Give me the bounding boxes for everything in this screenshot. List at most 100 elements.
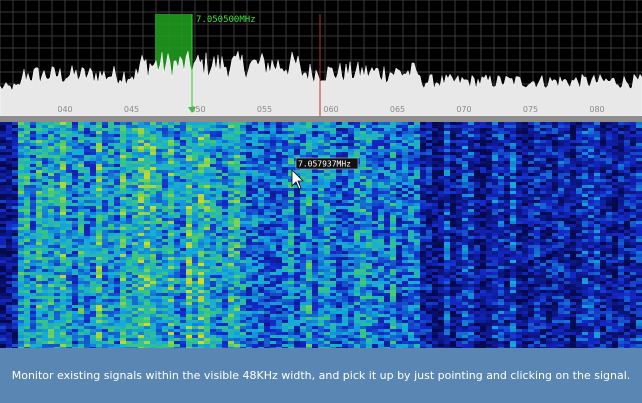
waterfall-cell [78,155,84,158]
waterfall-cell [114,182,120,185]
waterfall-cell [240,161,246,164]
waterfall-cell [600,137,606,140]
waterfall-cell [90,137,96,140]
waterfall-cell [462,191,468,194]
waterfall-cell [246,146,252,149]
waterfall-cell [324,185,330,188]
waterfall-cell [30,155,36,158]
waterfall-cell [36,128,42,131]
waterfall-cell [576,218,582,221]
waterfall-cell [24,188,30,191]
waterfall-cell [570,182,576,185]
waterfall-cell [66,179,72,182]
waterfall-cell [216,122,222,125]
waterfall-cell [270,155,276,158]
waterfall-cell [618,218,624,221]
waterfall-cell [180,251,186,254]
waterfall-cell [138,164,144,167]
waterfall-cell [528,128,534,131]
waterfall-cell [534,239,540,242]
waterfall-cell [384,125,390,128]
waterfall-cell [564,236,570,239]
waterfall-cell [204,191,210,194]
waterfall-cell [552,161,558,164]
waterfall-cell [462,122,468,125]
waterfall-cell [348,155,354,158]
waterfall-cell [504,233,510,236]
waterfall-cell [318,251,324,254]
waterfall-cell [498,224,504,227]
waterfall-cell [426,257,432,260]
waterfall-cell [618,236,624,239]
waterfall-cell [366,248,372,251]
waterfall-cell [276,146,282,149]
waterfall-cell [342,248,348,251]
waterfall-cell [504,191,510,194]
waterfall-cell [288,179,294,182]
waterfall-cell [576,131,582,134]
waterfall-cell [66,230,72,233]
waterfall-cell [426,224,432,227]
waterfall-cell [138,143,144,146]
waterfall-cell [546,131,552,134]
waterfall-cell [30,218,36,221]
waterfall-cell [114,209,120,212]
waterfall-cell [306,122,312,125]
waterfall-cell [12,242,18,245]
waterfall-cell [288,245,294,248]
waterfall-cell [486,206,492,209]
waterfall-cell [222,128,228,131]
waterfall-cell [384,170,390,173]
waterfall-cell [570,218,576,221]
waterfall-cell [312,206,318,209]
waterfall-cell [504,137,510,140]
waterfall-cell [408,239,414,242]
waterfall-cell [132,200,138,203]
waterfall-cell [156,194,162,197]
waterfall-cell [60,146,66,149]
waterfall-cell [270,140,276,143]
waterfall-cell [336,233,342,236]
waterfall-cell [114,248,120,251]
waterfall-cell [258,146,264,149]
waterfall-cell [84,128,90,131]
waterfall-cell [6,209,12,212]
waterfall-cell [42,149,48,152]
waterfall-cell [540,131,546,134]
waterfall-cell [504,227,510,230]
waterfall-cell [396,257,402,260]
waterfall-cell [144,176,150,179]
waterfall-cell [312,215,318,218]
waterfall-cell [480,194,486,197]
waterfall-cell [606,200,612,203]
waterfall-cell [162,170,168,173]
waterfall-cell [510,128,516,131]
waterfall-cell [264,149,270,152]
waterfall-cell [318,218,324,221]
waterfall-cell [150,239,156,242]
waterfall-cell [216,152,222,155]
waterfall-cell [108,161,114,164]
waterfall-cell [132,248,138,251]
waterfall-cell [306,185,312,188]
waterfall-cell [402,167,408,170]
waterfall-cell [498,146,504,149]
waterfall-cell [30,206,36,209]
waterfall-cell [624,230,630,233]
waterfall-cell [504,155,510,158]
waterfall-cell [510,146,516,149]
waterfall-cell [72,140,78,143]
waterfall-cell [12,182,18,185]
waterfall[interactable] [0,122,642,348]
waterfall-cell [360,167,366,170]
waterfall-cell [192,200,198,203]
waterfall-cell [330,236,336,239]
waterfall-cell [534,122,540,125]
waterfall-cell [594,227,600,230]
waterfall-cell [486,257,492,260]
waterfall-cell [414,197,420,200]
waterfall-cell [294,122,300,125]
waterfall-cell [396,200,402,203]
waterfall-cell [480,161,486,164]
waterfall-cell [264,209,270,212]
